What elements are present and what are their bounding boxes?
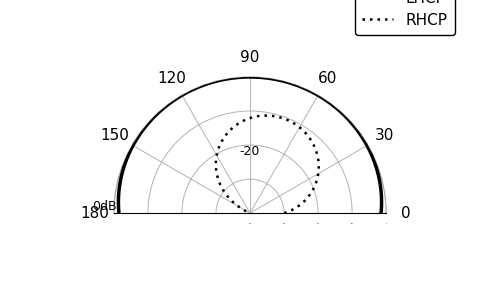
Legend: LHCP, RHCP: LHCP, RHCP <box>354 0 455 35</box>
Text: -20: -20 <box>240 145 260 158</box>
Text: 0dB: 0dB <box>92 200 116 213</box>
